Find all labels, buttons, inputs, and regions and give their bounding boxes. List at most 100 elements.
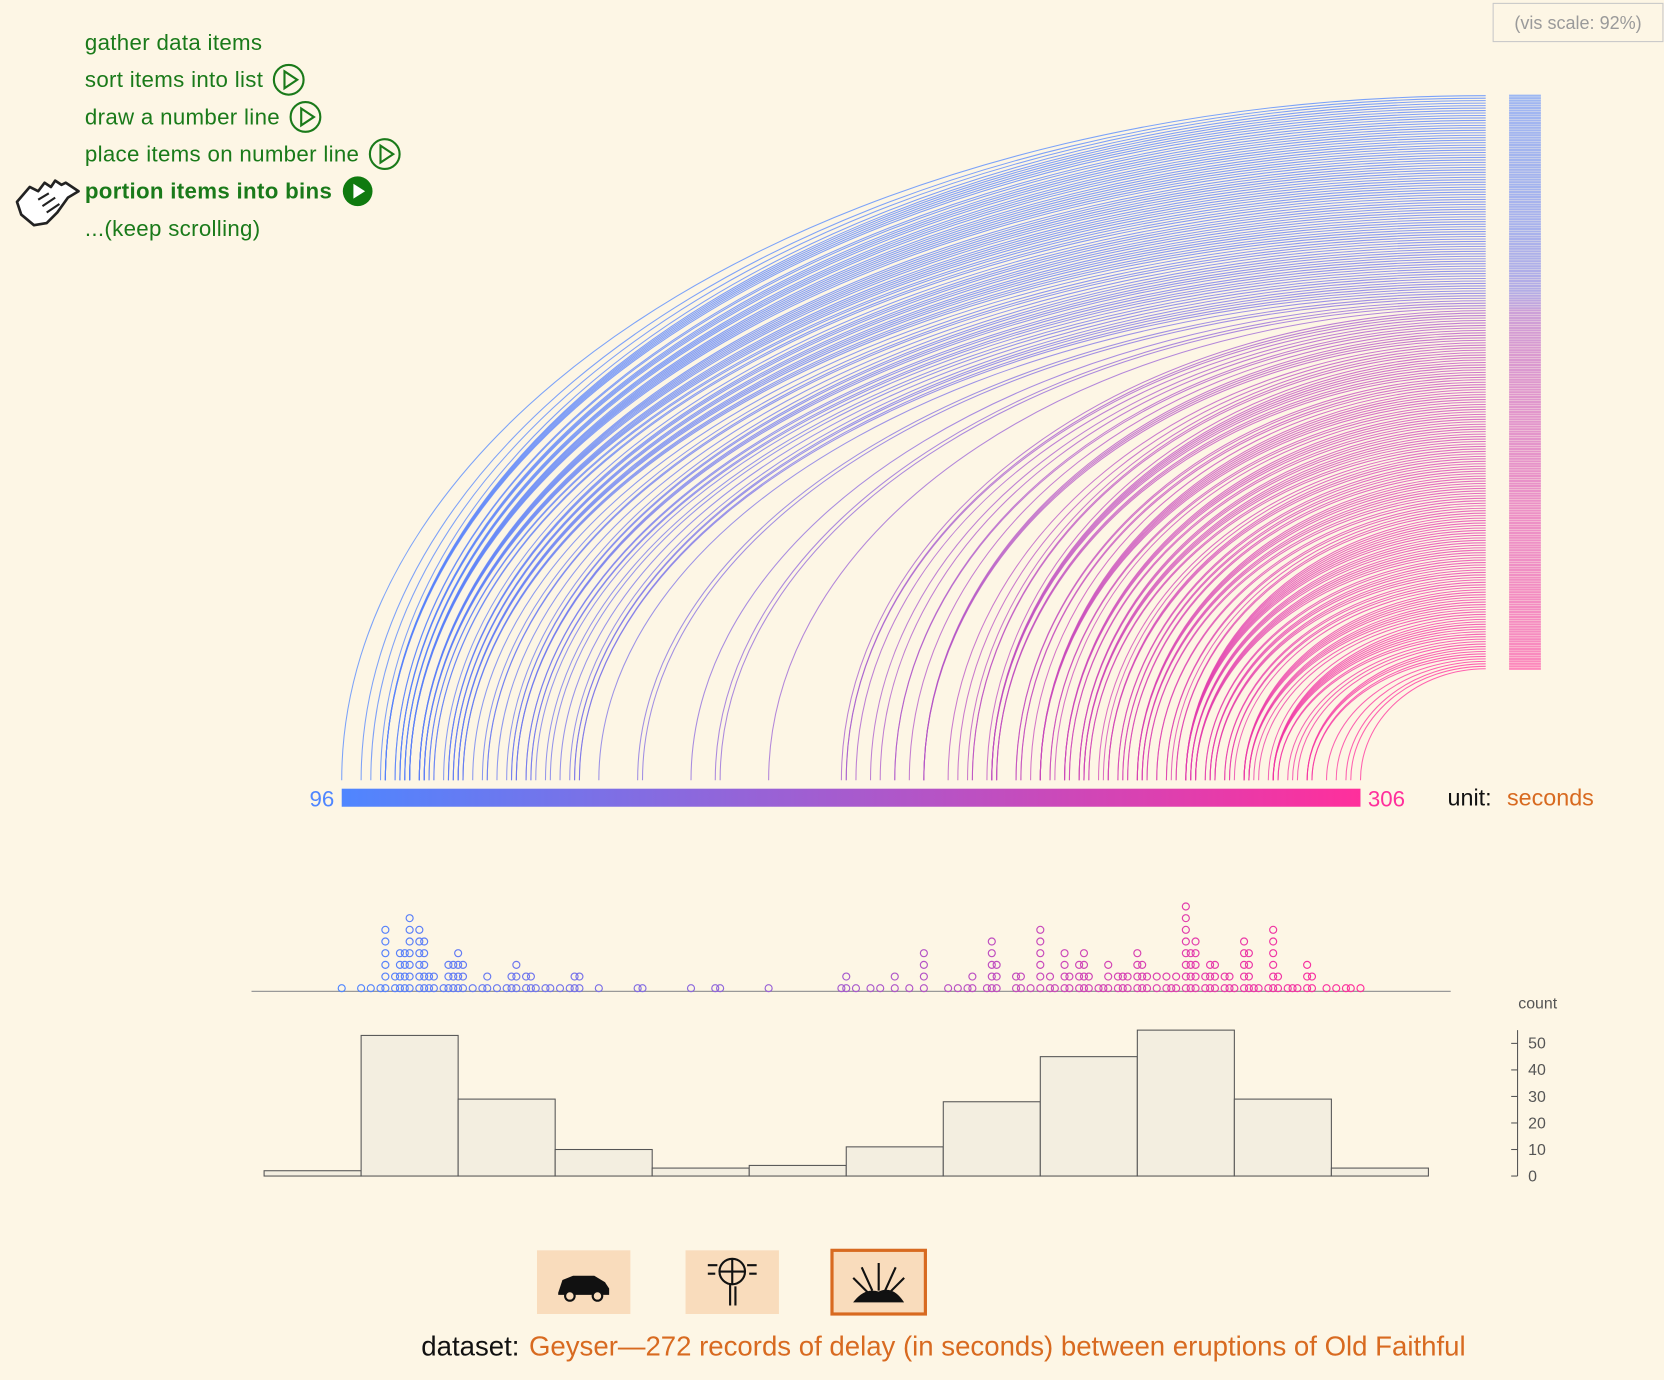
dot [716,984,725,993]
item-arc [641,297,1486,781]
dot [415,960,424,969]
dot [1118,972,1127,981]
histogram-bar [554,1148,653,1177]
dot [1322,984,1331,993]
dot [1356,984,1365,993]
dot [1162,972,1171,981]
count-label: count [1518,995,1557,1012]
item-arc [462,231,1486,781]
play-button[interactable] [342,176,373,207]
dot [449,960,458,969]
dot [1079,960,1089,969]
item-arc [986,354,1486,781]
dot [1181,937,1190,946]
menu-step[interactable]: draw a number line [85,104,280,129]
item-arc [423,186,1486,781]
dot [1084,972,1093,981]
dataset-label: dataset: [421,1330,519,1361]
play-button[interactable] [289,101,322,133]
item-arc [1243,599,1486,781]
item-arc [1306,650,1486,781]
dot [521,972,531,981]
dot [1118,984,1127,993]
dot [449,972,458,981]
menu-step[interactable]: place items on number line [85,142,359,167]
dot [1045,984,1055,993]
item-arc [1107,458,1486,781]
dot [1065,972,1074,981]
item-arc [1083,440,1486,781]
dot [1060,984,1069,993]
dot [1186,972,1195,981]
y-tick-label: 0 [1528,1168,1537,1185]
dot [1181,902,1190,911]
item-arc [404,142,1486,781]
item-arc [971,352,1486,781]
dot [1254,984,1263,993]
dot [531,984,540,993]
dot [876,984,885,993]
item-arc [443,198,1486,781]
dot [1269,984,1278,993]
dot [546,984,555,993]
item-arc [894,327,1486,781]
hand-icon [707,1258,757,1306]
dot [1206,972,1215,981]
dot [919,949,928,958]
item-arc [1185,532,1486,781]
dot [1036,925,1045,934]
play-button[interactable] [272,63,305,96]
dot [395,984,405,993]
dot [987,937,996,946]
menu-step-active[interactable]: portion items into bins [85,179,332,204]
dot [381,937,390,946]
item-arc [341,95,1486,781]
item-arc [908,329,1486,781]
dot [1133,960,1142,969]
dot [1206,960,1215,969]
dot [1079,984,1089,993]
menu-step[interactable]: sort items into list [85,67,264,92]
item-arc [719,305,1486,781]
dot [764,984,773,993]
dot [1172,972,1181,981]
dot [405,984,414,993]
dot [866,984,875,993]
item-arc [1175,512,1486,781]
menu-step[interactable]: gather data items [85,30,262,55]
item-arc [1287,638,1486,781]
dot [381,960,390,969]
item-arc [379,102,1486,781]
dot [992,984,1001,993]
dot [638,984,647,993]
dot [458,960,468,969]
dot [1138,972,1147,981]
dot [429,972,438,981]
dot [1269,949,1278,958]
item-arc [1253,611,1486,781]
dot [1060,972,1069,981]
dataset-description: Geyser—272 records of delay (in seconds)… [529,1330,1466,1361]
dot [502,984,511,993]
dot [512,984,521,993]
dot [1269,925,1278,934]
item-arc [1190,542,1486,781]
y-tick-label: 50 [1528,1036,1546,1053]
dot [1186,984,1195,993]
item-arc [433,196,1486,781]
item-arc [1049,406,1486,781]
item-arc [1064,418,1486,781]
dot [1133,972,1142,981]
histogram-bar [942,1101,1041,1177]
item-arc [1233,586,1486,781]
dot [1264,984,1273,993]
item-arc [879,322,1486,781]
number-line [341,788,1361,807]
dot [1036,949,1045,958]
dot [711,984,720,993]
dot [1244,972,1253,981]
play-button[interactable] [368,138,401,171]
item-arc [855,317,1486,781]
dot [1269,960,1278,969]
dot [521,984,531,993]
